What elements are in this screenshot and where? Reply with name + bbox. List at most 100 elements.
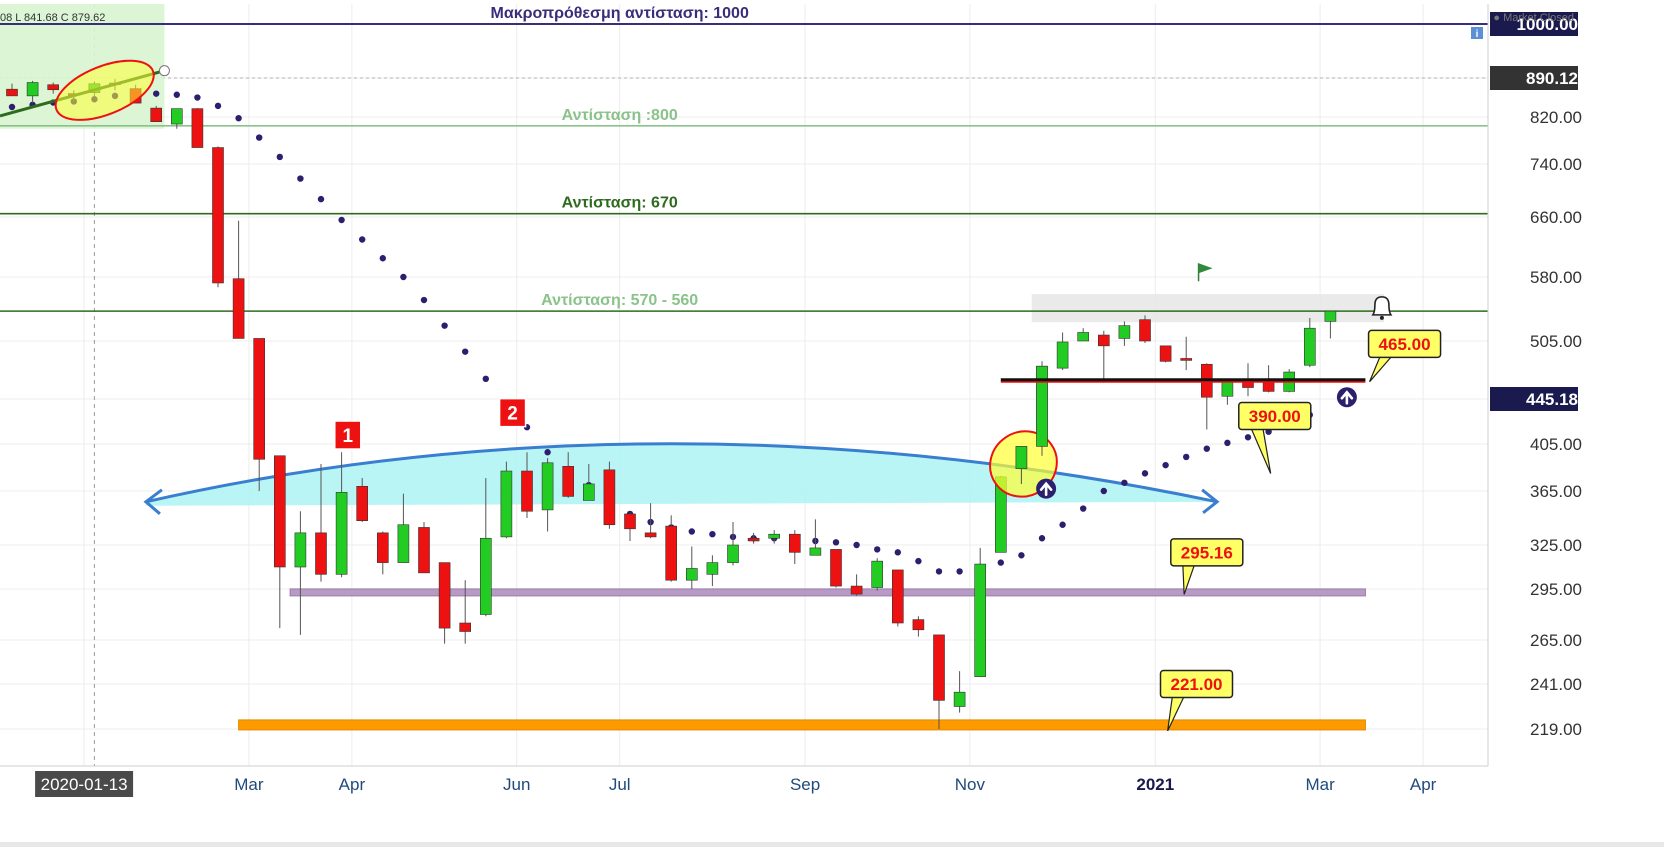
time-tag[interactable] — [35, 771, 134, 797]
candle[interactable] — [191, 108, 204, 148]
candle[interactable] — [933, 634, 945, 729]
callout-295[interactable] — [1170, 538, 1244, 567]
candle[interactable] — [830, 549, 842, 588]
candle[interactable] — [1159, 345, 1172, 363]
price-tag-890-12[interactable] — [1490, 66, 1578, 90]
candle[interactable] — [294, 511, 307, 635]
candle[interactable] — [1304, 317, 1316, 368]
price-axis[interactable] — [1488, 0, 1664, 847]
highlight-ellipse-top[interactable] — [47, 49, 161, 132]
callout-390[interactable] — [1238, 401, 1312, 431]
candle[interactable] — [232, 220, 245, 339]
time-tag-label: 2020-01-13 — [41, 775, 128, 794]
candle[interactable] — [953, 671, 966, 713]
candle[interactable] — [1180, 336, 1192, 371]
resistance-800-label: Αντίσταση :800 — [562, 107, 678, 124]
candle[interactable] — [603, 461, 616, 529]
callout-465[interactable] — [1367, 329, 1442, 359]
candle[interactable] — [150, 105, 162, 122]
candle[interactable] — [171, 108, 183, 129]
candle[interactable] — [397, 493, 410, 563]
plot-area[interactable] — [0, 4, 1488, 766]
candle[interactable] — [521, 452, 533, 518]
candle-body-up — [335, 492, 348, 575]
candle[interactable] — [273, 455, 286, 629]
candle[interactable] — [912, 616, 925, 637]
candle[interactable] — [438, 562, 451, 644]
candle[interactable] — [727, 522, 739, 566]
candle-body-up[interactable] — [1015, 446, 1028, 469]
support-band-295[interactable] — [289, 588, 1366, 597]
candle[interactable] — [788, 530, 801, 565]
time-tick-label: 2021 — [1136, 775, 1174, 794]
candle-body-up — [582, 483, 595, 501]
candle[interactable] — [335, 452, 348, 578]
candle[interactable] — [315, 463, 327, 582]
support-band-221[interactable] — [238, 719, 1366, 731]
candle[interactable] — [562, 452, 575, 498]
candle[interactable] — [1139, 315, 1151, 343]
marker-2[interactable] — [498, 397, 527, 428]
sar-dot — [874, 546, 881, 553]
candle-body-up[interactable] — [1036, 365, 1048, 447]
info-icon[interactable] — [1471, 27, 1483, 39]
candle-body-down — [788, 533, 801, 553]
candle[interactable] — [253, 338, 265, 491]
candle[interactable] — [1118, 321, 1131, 346]
candle-body-down — [376, 532, 389, 563]
candle[interactable] — [6, 83, 18, 97]
candle[interactable] — [747, 532, 760, 544]
candle-body-up — [171, 108, 183, 125]
price-tick-label: 505.00 — [1530, 332, 1582, 351]
time-axis[interactable] — [0, 767, 1488, 843]
callout-221[interactable] — [1159, 669, 1234, 699]
candle[interactable] — [212, 146, 224, 288]
flag-icon[interactable] — [1198, 263, 1213, 274]
candle[interactable] — [479, 478, 492, 617]
candle-body-down — [253, 338, 265, 460]
candle[interactable] — [974, 547, 987, 677]
candle[interactable] — [891, 569, 904, 627]
candle[interactable] — [685, 546, 698, 589]
candle-body-up — [871, 560, 884, 588]
candle[interactable] — [541, 458, 554, 532]
candle-body-down — [644, 532, 657, 538]
candle[interactable] — [582, 463, 595, 501]
bell-icon[interactable] — [1371, 296, 1393, 316]
candle[interactable] — [459, 580, 472, 644]
candle[interactable] — [500, 461, 513, 539]
candle[interactable] — [1056, 332, 1069, 371]
candle[interactable] — [47, 82, 60, 94]
price-tag-445-18[interactable] — [1490, 387, 1578, 411]
candle[interactable] — [850, 574, 863, 596]
time-tick-label: Jun — [503, 775, 530, 794]
candle-body-down — [6, 88, 18, 97]
sar-dot — [462, 348, 469, 355]
candle[interactable] — [706, 555, 719, 587]
sar-dot — [482, 375, 489, 383]
candle[interactable] — [665, 515, 678, 582]
candle[interactable] — [376, 531, 389, 575]
marker-1[interactable] — [334, 420, 362, 450]
candle[interactable] — [1077, 328, 1089, 342]
candle[interactable] — [418, 522, 430, 574]
sar-dot — [1141, 470, 1149, 477]
candle-body-down — [47, 84, 60, 91]
candle[interactable] — [768, 530, 781, 544]
trend-line-handle[interactable] — [158, 65, 170, 77]
candle[interactable] — [624, 512, 636, 541]
candle[interactable] — [26, 80, 39, 104]
sar-dot — [915, 557, 922, 565]
candle-body-down — [665, 525, 678, 581]
price-tick-label: 580.00 — [1530, 268, 1582, 287]
candle[interactable] — [1324, 310, 1337, 339]
price-tag-1000-00[interactable] — [1490, 12, 1578, 36]
candle[interactable] — [871, 558, 884, 591]
candle-body-up — [26, 82, 39, 97]
candle[interactable] — [809, 519, 822, 556]
candle[interactable] — [1098, 330, 1110, 383]
candle[interactable] — [356, 478, 369, 523]
candle[interactable] — [644, 503, 657, 539]
